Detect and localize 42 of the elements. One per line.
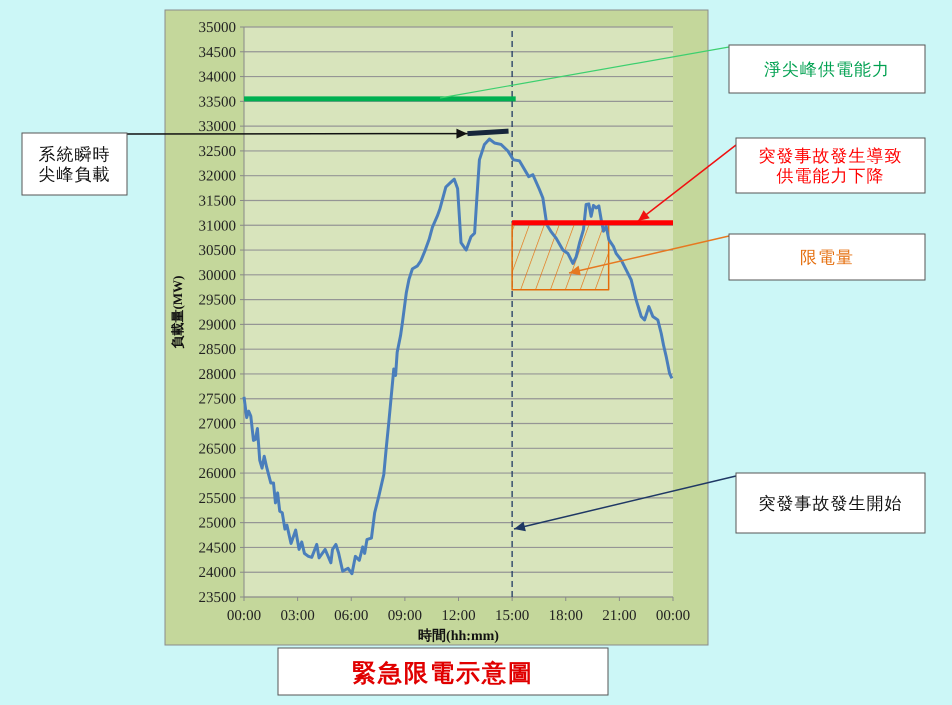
y-tick-label: 27500: [198, 392, 236, 408]
y-tick-label: 25000: [198, 516, 236, 532]
y-axis-title: 負載量(MW): [170, 276, 185, 348]
y-tick-label: 24500: [198, 540, 236, 556]
x-tick-label: 06:00: [334, 608, 368, 624]
y-tick-label: 32500: [198, 144, 236, 160]
y-tick-label: 25500: [198, 490, 236, 507]
y-tick-label: 33000: [198, 119, 236, 136]
x-tick-label: 00:00: [656, 608, 690, 624]
x-tick-label: 09:00: [388, 608, 422, 624]
x-tick-label: 21:00: [602, 608, 636, 624]
y-tick-label: 23500: [198, 590, 236, 606]
y-tick-label: 31000: [198, 218, 236, 234]
y-tick-label: 29500: [198, 292, 236, 309]
text: 突發事故發生導致供電能力下降: [758, 146, 902, 186]
text: 突發事故發生開始: [758, 494, 902, 513]
line-series: [242, 138, 674, 576]
y-tick-label: 35000: [198, 20, 236, 36]
y-tick-label: 30000: [198, 268, 236, 284]
x-tick-label: 12:00: [441, 608, 476, 624]
annotation: 系統瞬時尖峰負載: [38, 144, 110, 184]
x-tick-label: 15:00: [495, 608, 530, 624]
y-tick-label: 34000: [198, 70, 236, 86]
text: 緊急限電示意圖: [352, 660, 534, 687]
x-tick-label: 00:00: [226, 608, 262, 624]
y-tick-label: 33500: [198, 94, 236, 110]
y-tick-label: 31500: [198, 193, 236, 210]
y-tick-label: 27000: [198, 416, 236, 433]
y-tick-label: 24000: [198, 565, 236, 582]
y-tick-label: 32000: [198, 168, 236, 185]
y-tick-label: 34500: [198, 44, 236, 61]
y-tick-label: 26000: [198, 466, 236, 482]
x-tick-label: 18:00: [548, 608, 583, 624]
y-tick-label: 28000: [198, 366, 236, 383]
y-tick-label: 28500: [198, 342, 236, 358]
y-tick-label: 30500: [198, 243, 236, 260]
x-axis-title: 時間(hh:mm): [418, 628, 500, 644]
text: 限電量: [800, 248, 854, 267]
x-tick-label: 03:00: [280, 608, 315, 624]
y-tick-label: 26500: [198, 441, 236, 458]
text: 淨尖峰供電能力: [764, 60, 890, 79]
y-tick-label: 29000: [198, 317, 236, 334]
